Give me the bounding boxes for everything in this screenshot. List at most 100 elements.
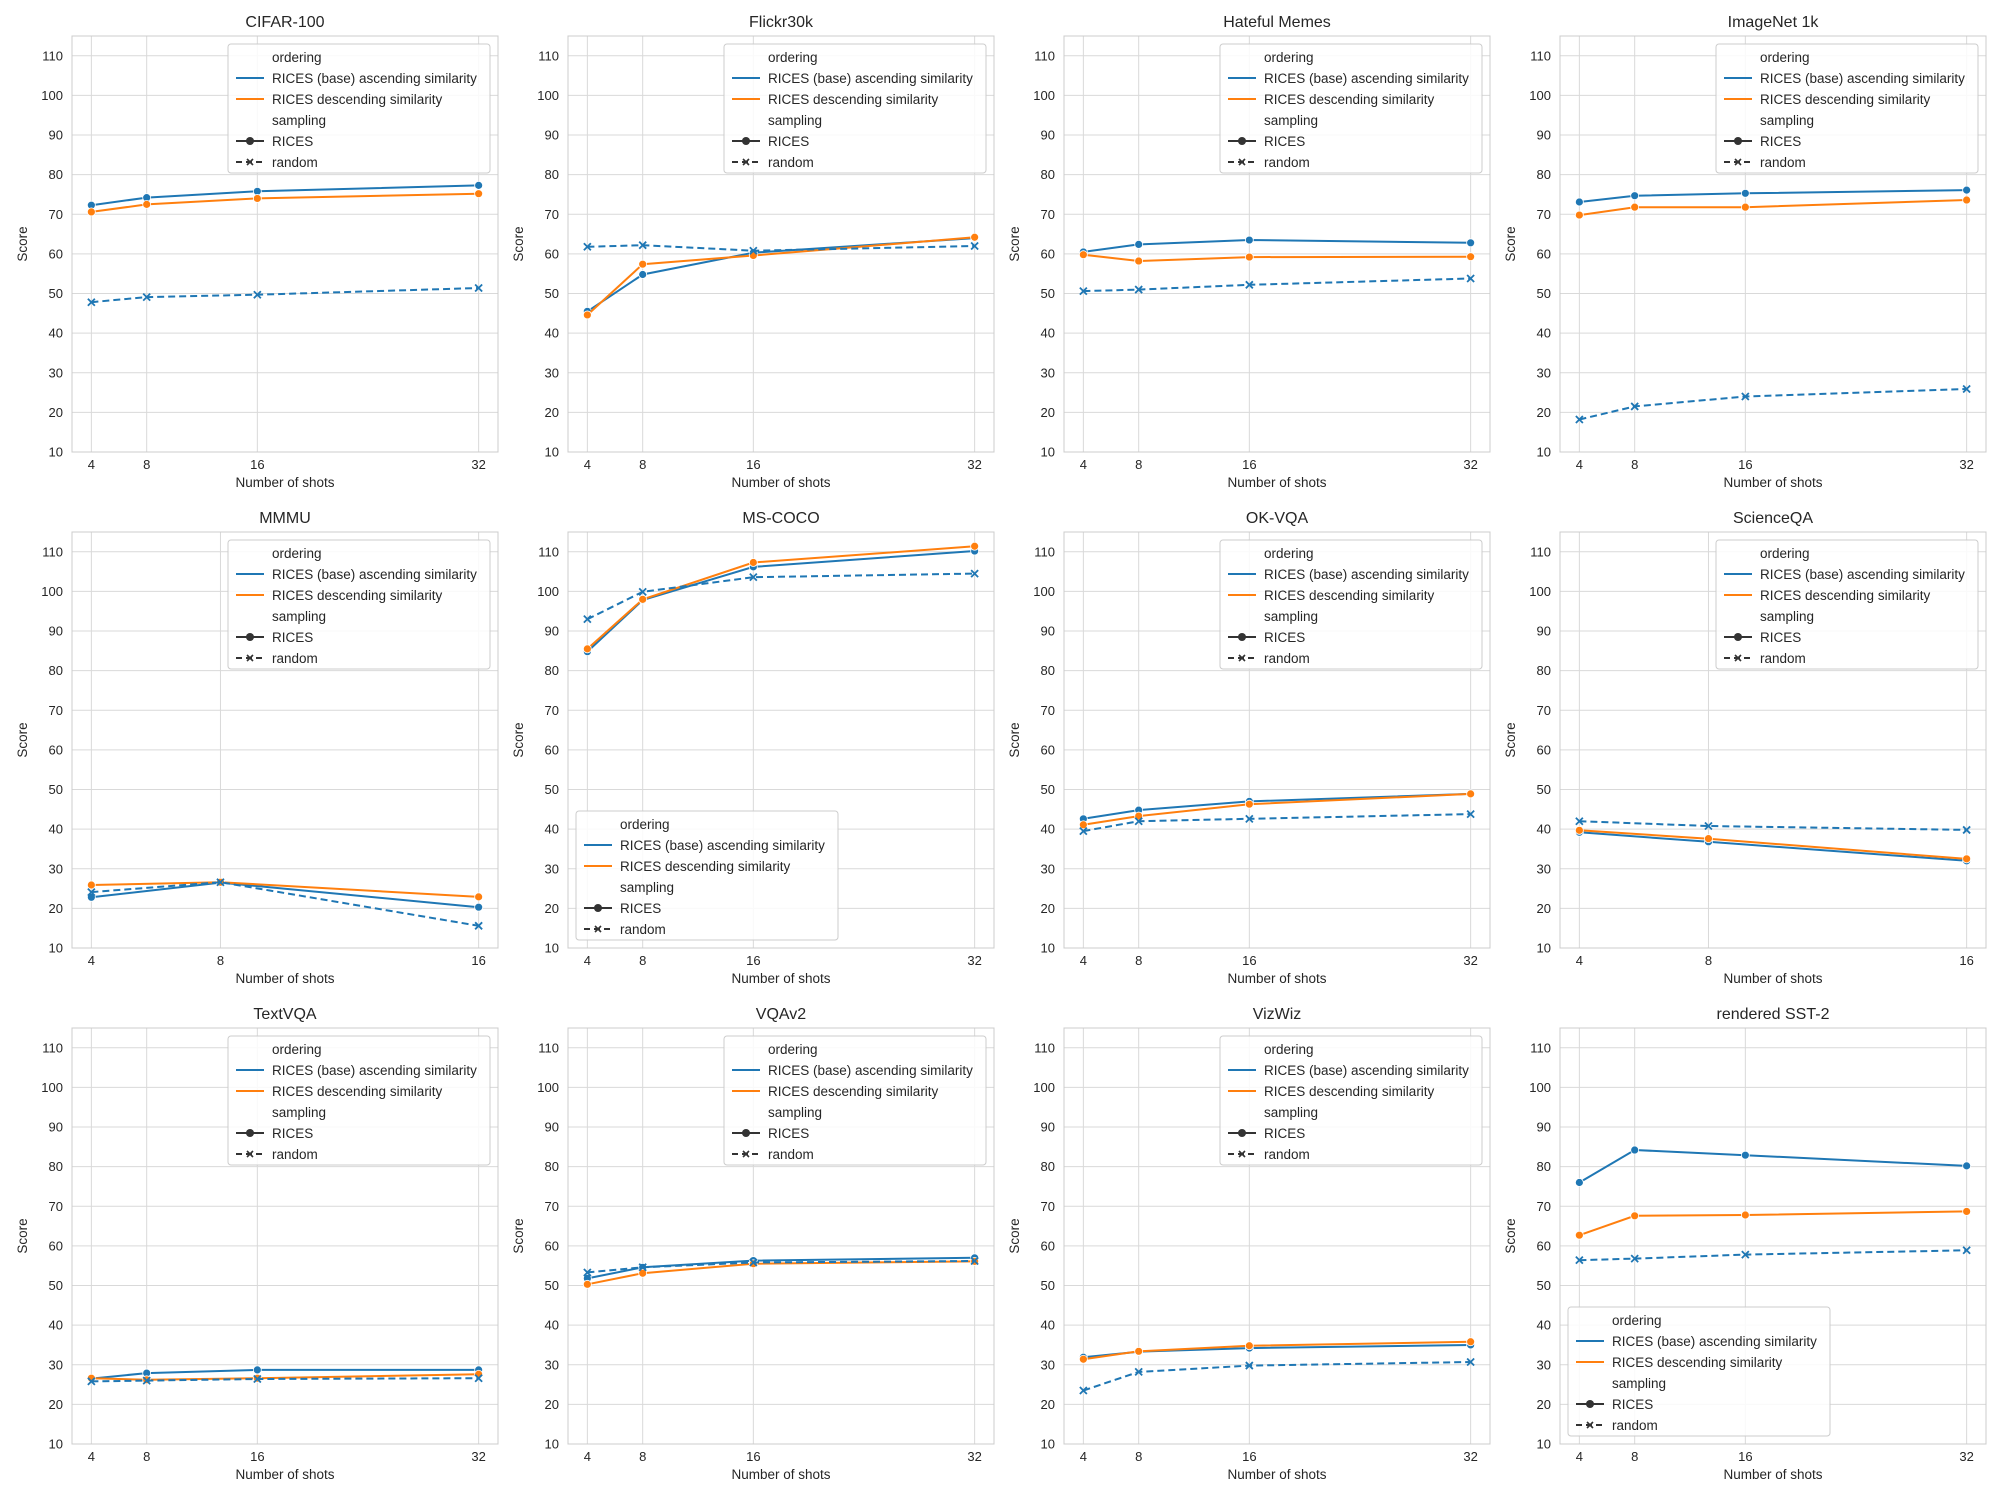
y-tick-label: 20: [1041, 405, 1055, 420]
y-tick-label: 30: [49, 1357, 63, 1372]
y-tick-label: 40: [1537, 1318, 1551, 1333]
y-tick-label: 10: [1041, 445, 1055, 460]
legend-group-title: sampling: [272, 1105, 326, 1120]
legend-entry: RICES descending similarity: [768, 92, 939, 107]
y-tick-label: 30: [1041, 1357, 1055, 1372]
data-point: [1962, 1207, 1972, 1216]
y-tick-label: 10: [545, 1437, 559, 1452]
data-point: [1244, 799, 1254, 809]
legend: ordering RICES (base) ascending similarit…: [1219, 1035, 1483, 1166]
legend: ordering RICES (base) ascending similarit…: [227, 43, 491, 174]
chart-title: MMMU: [259, 510, 311, 527]
legend-marker: [246, 158, 254, 166]
y-tick-label: 60: [1041, 742, 1055, 757]
y-tick-label: 40: [1041, 822, 1055, 837]
series-line-base-rices: [1579, 831, 1967, 862]
series-line-descending-rices: [91, 192, 479, 213]
legend-group-title: sampling: [1264, 1105, 1318, 1120]
data-point: [1134, 239, 1144, 249]
data-point: [582, 1279, 592, 1289]
chart-imagenet-1k: 10 20 30 40 50 60 70 80 90 100 110 4 8 16 32 ImageNet 1…: [1503, 14, 1987, 490]
x-tick-label: 16: [746, 1449, 760, 1464]
series-line-descending-rices: [1083, 1340, 1471, 1361]
x-tick-label: 4: [1080, 457, 1087, 472]
legend-group-title: sampling: [1612, 1376, 1666, 1391]
y-tick-label: 10: [49, 1437, 63, 1452]
x-tick-label: 8: [639, 1449, 646, 1464]
legend-entry: RICES descending similarity: [1760, 588, 1931, 603]
legend-entry: RICES: [1264, 1126, 1305, 1141]
y-tick-label: 90: [1041, 624, 1055, 639]
legend-entry: RICES: [1264, 134, 1305, 149]
data-point: [252, 194, 262, 203]
legend-entry: RICES descending similarity: [1264, 1084, 1435, 1099]
data-point: [474, 283, 483, 293]
y-axis-label: Score: [1007, 1218, 1022, 1253]
legend-group-title: ordering: [272, 50, 322, 65]
x-tick-label: 16: [250, 457, 264, 472]
y-tick-label: 100: [1529, 584, 1551, 599]
data-point: [638, 1268, 648, 1278]
data-point: [970, 241, 979, 251]
data-point: [1630, 1145, 1640, 1155]
legend-group-title: sampling: [768, 113, 822, 128]
x-tick-label: 32: [967, 457, 981, 472]
data-point: [1466, 1337, 1476, 1347]
y-tick-label: 40: [545, 822, 559, 837]
legend-entry: random: [1264, 155, 1310, 170]
data-point: [970, 1256, 979, 1266]
data-point: [1244, 1341, 1254, 1351]
x-tick-label: 4: [1576, 1449, 1583, 1464]
data-point: [1962, 195, 1972, 205]
y-tick-label: 70: [49, 207, 63, 222]
y-tick-label: 20: [1537, 405, 1551, 420]
data-point: [1078, 820, 1088, 830]
y-tick-label: 100: [41, 88, 63, 103]
legend-entry: RICES: [1264, 630, 1305, 645]
legend-entry: RICES (base) ascending similarity: [1760, 567, 1965, 582]
y-tick-label: 50: [49, 782, 63, 797]
x-axis-label: Number of shots: [731, 971, 830, 986]
legend-group-title: ordering: [1612, 1313, 1662, 1328]
y-tick-label: 40: [49, 1318, 63, 1333]
chart-title: ScienceQA: [1733, 510, 1813, 527]
data-point: [474, 180, 484, 190]
y-tick-label: 110: [538, 1040, 559, 1055]
y-tick-label: 20: [1041, 1397, 1055, 1412]
y-tick-label: 10: [545, 941, 559, 956]
legend-group-title: sampling: [1760, 113, 1814, 128]
series-line-base-random: [91, 287, 479, 304]
y-tick-label: 30: [49, 861, 63, 876]
data-point: [474, 902, 484, 912]
x-tick-label: 16: [1738, 457, 1752, 472]
legend-group-title: sampling: [272, 609, 326, 624]
data-point: [1574, 825, 1584, 835]
y-axis-label: Score: [1503, 722, 1518, 757]
legend-entry: RICES: [272, 134, 313, 149]
plot-frame: [1559, 1027, 1987, 1445]
data-point: [142, 199, 152, 209]
y-tick-label: 70: [545, 207, 559, 222]
legend-entry: RICES descending similarity: [768, 1084, 939, 1099]
legend-entry: RICES descending similarity: [1264, 92, 1435, 107]
legend-marker: [1238, 633, 1246, 641]
y-tick-label: 100: [1033, 1080, 1055, 1095]
series-line-base-random: [1579, 1249, 1967, 1262]
y-tick-label: 20: [49, 901, 63, 916]
y-tick-label: 40: [545, 326, 559, 341]
data-point: [1079, 287, 1088, 296]
data-point: [1740, 188, 1750, 198]
x-tick-label: 16: [1242, 1449, 1256, 1464]
y-tick-label: 20: [545, 901, 559, 916]
data-point: [1245, 280, 1254, 289]
legend-marker: [1238, 1129, 1246, 1137]
y-tick-label: 50: [49, 1278, 63, 1293]
series-line-base-random: [1083, 1361, 1471, 1392]
legend-box: [1219, 43, 1483, 174]
x-axis-label: Number of shots: [731, 1467, 830, 1482]
x-tick-label: 16: [1738, 1449, 1752, 1464]
series-line-base-random: [1579, 388, 1967, 421]
legend-entry: random: [768, 155, 814, 170]
legend-entry: RICES descending similarity: [620, 859, 791, 874]
data-point: [748, 558, 758, 567]
